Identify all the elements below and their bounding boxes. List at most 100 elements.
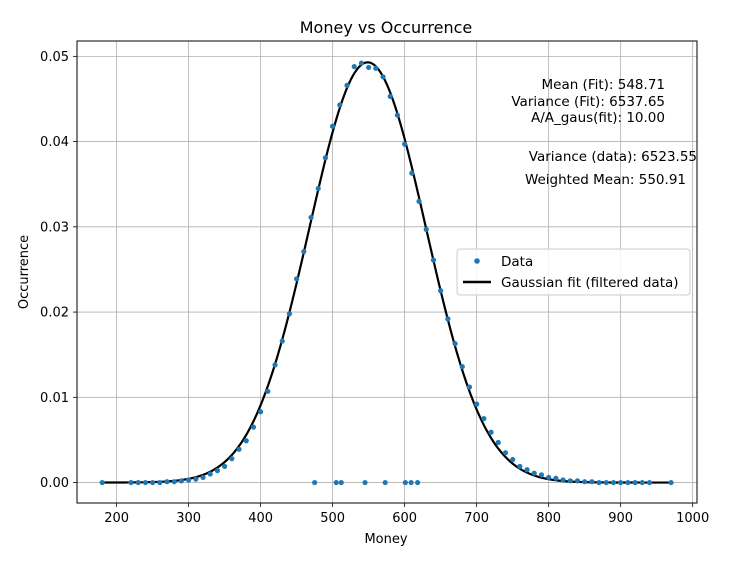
data-point [416,198,422,204]
legend-box [456,248,691,296]
data-point [301,248,307,255]
annotations: Mean (Fit): 548.71 Variance (Fit): 6537.… [511,77,697,188]
y-tick-label: 0.04 [40,135,69,150]
data-point [481,416,487,422]
data-point [358,60,365,66]
data-point [214,468,221,474]
y-tick-label: 0.05 [40,50,69,65]
data-point [668,479,674,486]
data-point [265,388,271,394]
annotation-variance-data: Variance (data): 6523.55 [529,149,697,165]
x-tick-label: 700 [464,511,489,526]
data-point [560,477,566,483]
data-point [445,316,451,322]
data-point [164,479,170,485]
data-point [200,474,206,481]
data-point [150,479,156,486]
data-point [546,474,552,481]
data-point [382,479,388,486]
data-point [157,479,163,486]
data-point [567,478,573,484]
data-point [495,439,501,446]
data-point [322,155,329,161]
data-point [250,424,257,430]
x-tick-label: 300 [176,511,201,526]
data-point [394,112,401,118]
data-point [294,276,300,282]
data-point [344,82,350,88]
y-tick-label: 0.01 [40,391,69,406]
data-point [466,384,473,390]
data-point [186,477,192,483]
data-point [589,479,595,485]
data-point [402,479,408,486]
x-tick-label: 500 [320,511,345,526]
data-point [171,479,177,485]
data-point [618,479,624,486]
data-point [408,479,414,486]
data-point [639,479,645,486]
y-tick-label: 0.00 [40,476,69,491]
annotation-a-ratio: A/A_gaus(fit): 10.00 [531,110,665,126]
data-point [415,479,421,486]
data-point [452,341,458,347]
data-point [596,479,602,486]
data-point [488,429,494,435]
data-point [610,479,617,486]
data-point [574,478,581,484]
data-point [99,479,105,486]
data-points-series [99,60,674,486]
legend: Data Gaussian fit (filtered data) [456,248,691,296]
data-point [312,479,318,486]
x-tick-label: 1000 [676,511,709,526]
data-point [128,479,134,486]
data-point [135,479,141,486]
legend-marker-data [474,258,480,264]
data-point [459,364,465,370]
data-point [531,470,537,476]
x-tick-label: 400 [248,511,273,526]
data-point [502,450,509,456]
data-point [229,456,235,462]
data-point [474,401,480,407]
plot-area [99,60,674,486]
data-point [409,170,415,176]
chart-title: Money vs Occurrence [300,18,473,37]
annotation-mean-fit: Mean (Fit): 548.71 [541,77,665,93]
data-point [207,471,213,477]
data-point [258,409,264,415]
data-point [423,226,429,232]
data-point [632,479,638,486]
data-point [646,479,653,486]
y-tick-label: 0.02 [40,306,69,321]
x-tick-label: 200 [104,511,129,526]
data-point [272,362,278,368]
data-point [243,438,249,444]
annotation-weighted-mean: Weighted Mean: 550.91 [525,172,686,188]
data-point [308,214,314,221]
data-point [362,479,368,486]
y-tick-label: 0.03 [40,220,69,235]
x-axis-ticks: 200 300 400 500 600 700 800 900 1000 [104,503,709,526]
data-point [582,479,588,485]
data-point [553,475,559,481]
data-point [315,185,321,192]
data-point [366,64,372,71]
data-point [351,63,357,70]
x-tick-label: 800 [536,511,561,526]
data-point [430,257,437,263]
data-point [142,479,149,486]
x-axis-label: Money [364,532,407,547]
x-tick-label: 600 [392,511,417,526]
data-point [538,472,545,478]
data-point [330,123,336,129]
data-point [380,74,386,80]
data-point [178,478,185,484]
data-point [373,65,379,71]
data-point [402,141,408,147]
data-point [603,479,609,486]
data-point [625,479,631,486]
data-point [338,479,344,486]
data-point [222,463,228,469]
data-point [387,93,393,100]
